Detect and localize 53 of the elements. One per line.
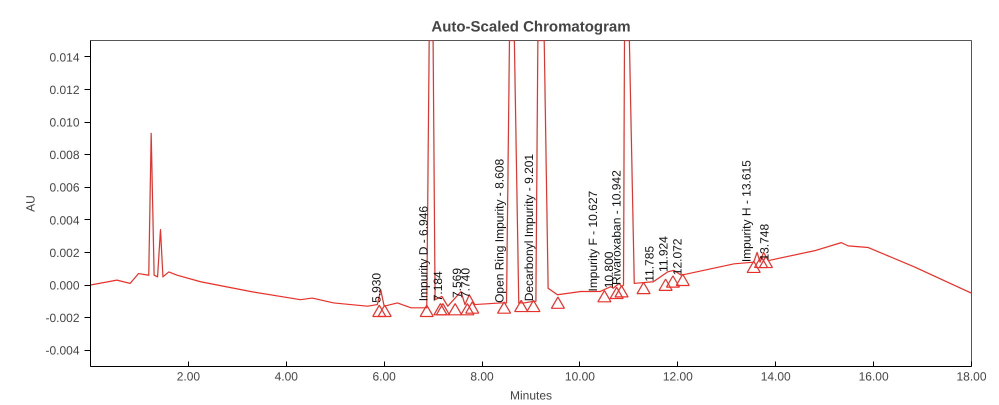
point — [372, 304, 386, 318]
point — [610, 286, 624, 300]
point — [436, 302, 450, 316]
point — [550, 296, 566, 309]
point — [614, 285, 629, 298]
x-tick-label: 8.00 — [470, 370, 494, 384]
y-tick-label: 0.002 — [49, 246, 80, 260]
y-tick-label: 0.008 — [49, 148, 80, 162]
point — [676, 274, 690, 286]
point — [465, 301, 480, 314]
annotation: Open Ring Impurity - 8.608 — [492, 158, 507, 303]
x-tick-label: 6.00 — [372, 370, 396, 384]
point — [514, 300, 528, 312]
point — [636, 282, 651, 294]
point — [496, 301, 512, 314]
y-tick-label: 0.004 — [49, 213, 80, 228]
x-tick-label: 2.00 — [176, 370, 200, 384]
chart-title: Auto-Scaled Chromatogram — [431, 18, 631, 36]
annotation: 13.748 — [757, 224, 772, 261]
point — [597, 290, 612, 302]
annotation: 12.072 — [670, 238, 684, 276]
point — [460, 302, 474, 316]
point — [420, 304, 434, 318]
y-tick-label: -0.004 — [45, 344, 80, 358]
annotation: Impurity F - 10.627 — [586, 190, 600, 292]
y-tick-label: 0.006 — [49, 180, 80, 195]
y-tick-label: 0.012 — [49, 82, 80, 97]
x-axis-title: Minutes — [510, 388, 552, 402]
annotation: 11.924 — [656, 236, 671, 272]
annotation: Impurity H - 13.615 — [740, 160, 754, 262]
y-tick-label: 0.000 — [49, 278, 80, 292]
point — [378, 304, 392, 318]
annotation: Impurity D - 6.946 — [416, 206, 430, 302]
annotation: 5.930 — [370, 272, 384, 303]
point — [433, 302, 448, 316]
point — [666, 275, 680, 288]
x-tick-label: 14.00 — [760, 370, 792, 384]
x-tick-label: 12.00 — [662, 370, 694, 384]
annotation: 7.184 — [431, 270, 446, 302]
annotation: 11.785 — [642, 246, 656, 282]
x-tick-label: 10.00 — [564, 370, 596, 384]
point — [746, 260, 761, 274]
point — [526, 300, 541, 312]
y-tick-label: -0.002 — [45, 311, 80, 326]
y-tick-label: 0.010 — [49, 116, 80, 130]
point — [448, 302, 462, 316]
x-tick-label: 18.00 — [956, 370, 987, 384]
x-tick-label: 4.00 — [274, 370, 298, 384]
y-tick-label: 0.014 — [49, 50, 80, 64]
y-axis-title: AU — [23, 195, 38, 212]
x-tick-label: 16.00 — [858, 370, 889, 384]
annotation: Decarbonyl Impurity - 9.201 — [522, 154, 536, 302]
point — [658, 278, 673, 291]
